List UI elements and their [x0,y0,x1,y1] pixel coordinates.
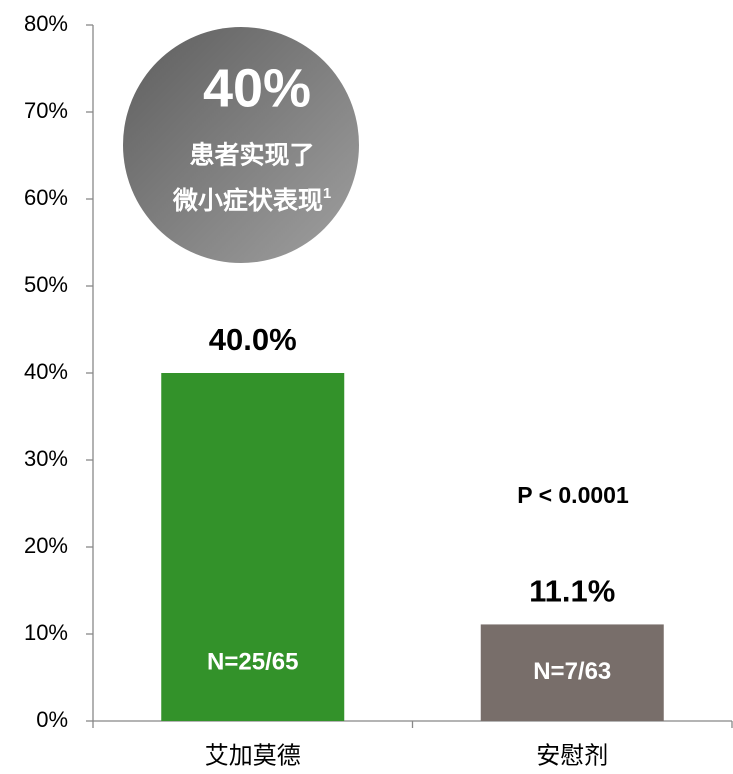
value-label: 40.0% [209,322,297,357]
y-tick-label: 0% [36,707,68,732]
y-tick-label: 70% [24,98,68,123]
value-label: 11.1% [529,574,615,609]
callout-superscript: 1 [323,185,331,202]
y-tick-label: 50% [24,272,68,297]
bar [480,624,664,721]
callout-line-text: 微小症状表现 [172,186,323,215]
callout-circle [123,27,359,263]
y-tick-label: 60% [24,185,68,210]
bar [161,373,345,721]
bar-note: N=25/65 [207,648,298,675]
callout-headline: 40% [203,58,311,118]
y-tick-label: 10% [24,620,68,645]
y-tick-label: 30% [24,446,68,471]
y-tick-label: 40% [24,359,68,384]
y-tick-label: 20% [24,533,68,558]
p-value: P < 0.0001 [517,482,629,508]
callout-line: 患者实现了 [189,141,314,170]
y-tick-label: 80% [24,11,68,36]
bar-note: N=7/63 [533,658,611,685]
x-tick-label: 安慰剂 [536,742,608,769]
x-tick-label: 艾加莫德 [205,742,301,769]
callout-line: 微小症状表现1 [172,185,331,215]
